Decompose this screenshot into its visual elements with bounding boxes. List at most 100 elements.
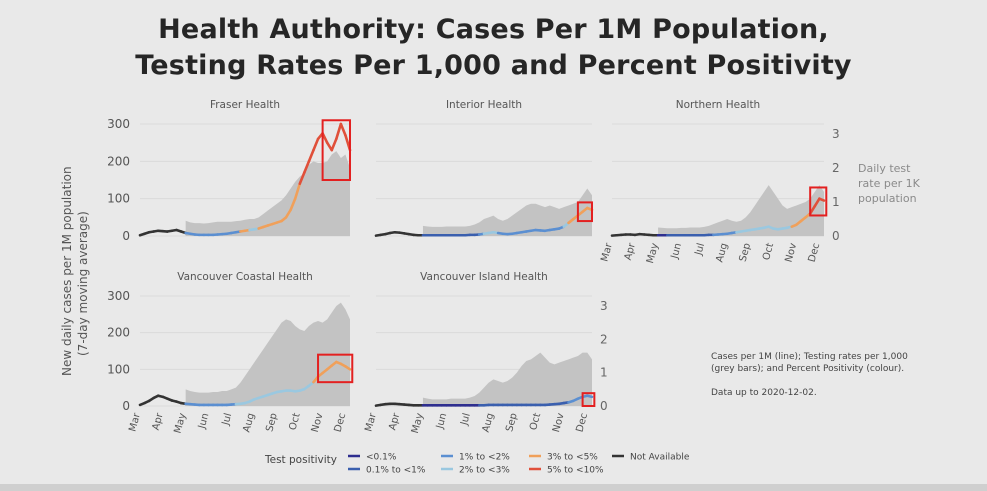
x-tick-label: Oct xyxy=(761,242,776,262)
panel-title: Vancouver Coastal Health xyxy=(177,271,313,283)
panel-title: Fraser Health xyxy=(210,99,280,111)
right-axis-label-line-2: rate per 1K xyxy=(858,177,920,190)
x-tick-label: Oct xyxy=(528,412,543,432)
cases-line-segment xyxy=(298,171,306,186)
panel-northern-health: Northern Health 3 2 1 0 Mar Apr May Jun Jul Aug Sep… xyxy=(599,99,839,265)
y-right-tick-label: 1 xyxy=(832,195,840,209)
y-right-tick-label: 0 xyxy=(600,399,608,413)
y-right-tick-label: 0 xyxy=(832,229,840,243)
x-tick-label: Jul xyxy=(693,242,707,257)
x-tick-label: Oct xyxy=(288,412,303,432)
legend-title: Test positivity xyxy=(264,454,337,466)
x-tick-label: Jul xyxy=(459,412,473,427)
x-tick-label: Aug xyxy=(714,242,730,264)
cases-line-segment xyxy=(586,394,594,399)
x-tick-label: Mar xyxy=(363,411,379,433)
panel-title: Vancouver Island Health xyxy=(420,271,548,283)
x-tick-label: Jun xyxy=(196,412,211,431)
y-right-tick-label: 2 xyxy=(832,161,840,175)
cases-line-segment xyxy=(339,122,347,137)
note-line-2: (grey bars); and Percent Positivity (col… xyxy=(711,364,905,374)
testing-rate-area xyxy=(422,352,592,406)
cases-line-segment xyxy=(312,137,320,152)
highlight-box xyxy=(576,201,593,223)
x-tick-label: Nov xyxy=(784,242,800,264)
panel-title: Northern Health xyxy=(676,99,760,111)
cases-line-segment xyxy=(303,160,311,174)
y-tick-label: 100 xyxy=(107,192,130,206)
x-tick-label: May xyxy=(410,412,426,435)
x-tick-label: Apr xyxy=(623,241,638,261)
panel-title: Interior Health xyxy=(446,99,522,111)
x-tick-label: Jun xyxy=(434,412,449,431)
x-tick-label: Jun xyxy=(669,242,684,261)
legend-item: 2% to <3% xyxy=(441,466,510,476)
panel-fraser-health: Fraser Health 300 200 100 0 xyxy=(107,99,352,243)
highlight-box xyxy=(317,353,354,384)
legend-label: 5% to <10% xyxy=(547,466,604,476)
note-line-3: Data up to 2020-12-02. xyxy=(711,388,817,398)
right-axis-label: Daily test rate per 1K population xyxy=(858,161,920,206)
highlight-box xyxy=(809,186,828,217)
x-tick-label: Jul xyxy=(220,412,234,427)
chart-note: Cases per 1M (line); Testing rates per 1… xyxy=(711,351,908,399)
legend-item: Not Available xyxy=(612,453,690,463)
legend-item: 3% to <5% xyxy=(529,453,598,463)
y-tick-label: 0 xyxy=(122,399,130,413)
right-axis-label-line-3: population xyxy=(858,192,917,205)
testing-rate-area xyxy=(185,151,350,236)
panel-interior-health: Interior Health xyxy=(374,99,594,237)
y-tick-label: 300 xyxy=(107,117,130,131)
x-tick-label: May xyxy=(645,242,661,265)
bottom-bar xyxy=(0,484,987,491)
legend-label: 0.1% to <1% xyxy=(366,466,426,476)
x-tick-label: Aug xyxy=(481,412,497,434)
legend-label: 1% to <2% xyxy=(459,453,510,463)
y-tick-label: 200 xyxy=(107,326,130,340)
right-axis-label-line-1: Daily test xyxy=(858,162,911,175)
y-right-tick-label: 2 xyxy=(600,332,608,346)
y-tick-label: 300 xyxy=(107,289,130,303)
testing-rate-area xyxy=(422,188,592,236)
x-tick-label: Nov xyxy=(551,412,567,434)
legend-label: 2% to <3% xyxy=(459,466,510,476)
x-tick-label: Apr xyxy=(151,411,166,431)
panel-vancouver-island-health: Vancouver Island Health 3 2 1 0 Mar Apr May Jun J… xyxy=(363,271,607,435)
cases-line-segment xyxy=(284,208,292,219)
y-right-tick-label: 1 xyxy=(600,366,608,380)
highlight-box xyxy=(581,392,596,407)
legend-item: <0.1% xyxy=(348,453,397,463)
legend-label: Not Available xyxy=(630,453,690,463)
y-right-tick-label: 3 xyxy=(832,127,840,141)
testing-rate-area xyxy=(185,302,350,406)
chart-title-line-2: Testing Rates Per 1,000 and Percent Posi… xyxy=(135,50,852,81)
legend-label: <0.1% xyxy=(366,453,397,463)
cases-line-segment xyxy=(813,197,821,208)
x-tick-label: Sep xyxy=(504,412,520,433)
x-tick-label: Sep xyxy=(264,412,280,433)
x-tick-label: Nov xyxy=(310,412,326,434)
cases-line-segment xyxy=(330,137,338,152)
cases-line-segment xyxy=(307,148,315,163)
x-tick-label: Sep xyxy=(738,242,754,263)
legend-item: 0.1% to <1% xyxy=(348,466,426,476)
x-tick-label: Mar xyxy=(599,241,615,263)
x-tick-label: Aug xyxy=(241,412,257,434)
cases-line-segment xyxy=(344,365,352,371)
x-tick-label: Dec xyxy=(575,412,591,434)
x-tick-label: Mar xyxy=(127,411,143,433)
legend-label: 3% to <5% xyxy=(547,453,598,463)
cases-line-segment xyxy=(335,122,343,141)
x-tick-label: Apr xyxy=(387,411,402,431)
y-tick-label: 100 xyxy=(107,362,130,376)
chart-title-line-1: Health Authority: Cases Per 1M Populatio… xyxy=(158,14,829,45)
y-tick-label: 200 xyxy=(107,154,130,168)
legend-item: 5% to <10% xyxy=(529,466,604,476)
cases-line-segment xyxy=(293,182,302,200)
legend: Test positivity <0.1% 0.1% to <1% 1% to <2%… xyxy=(264,453,690,476)
y-right-tick-label: 3 xyxy=(600,299,608,313)
y-tick-label: 0 xyxy=(122,229,130,243)
